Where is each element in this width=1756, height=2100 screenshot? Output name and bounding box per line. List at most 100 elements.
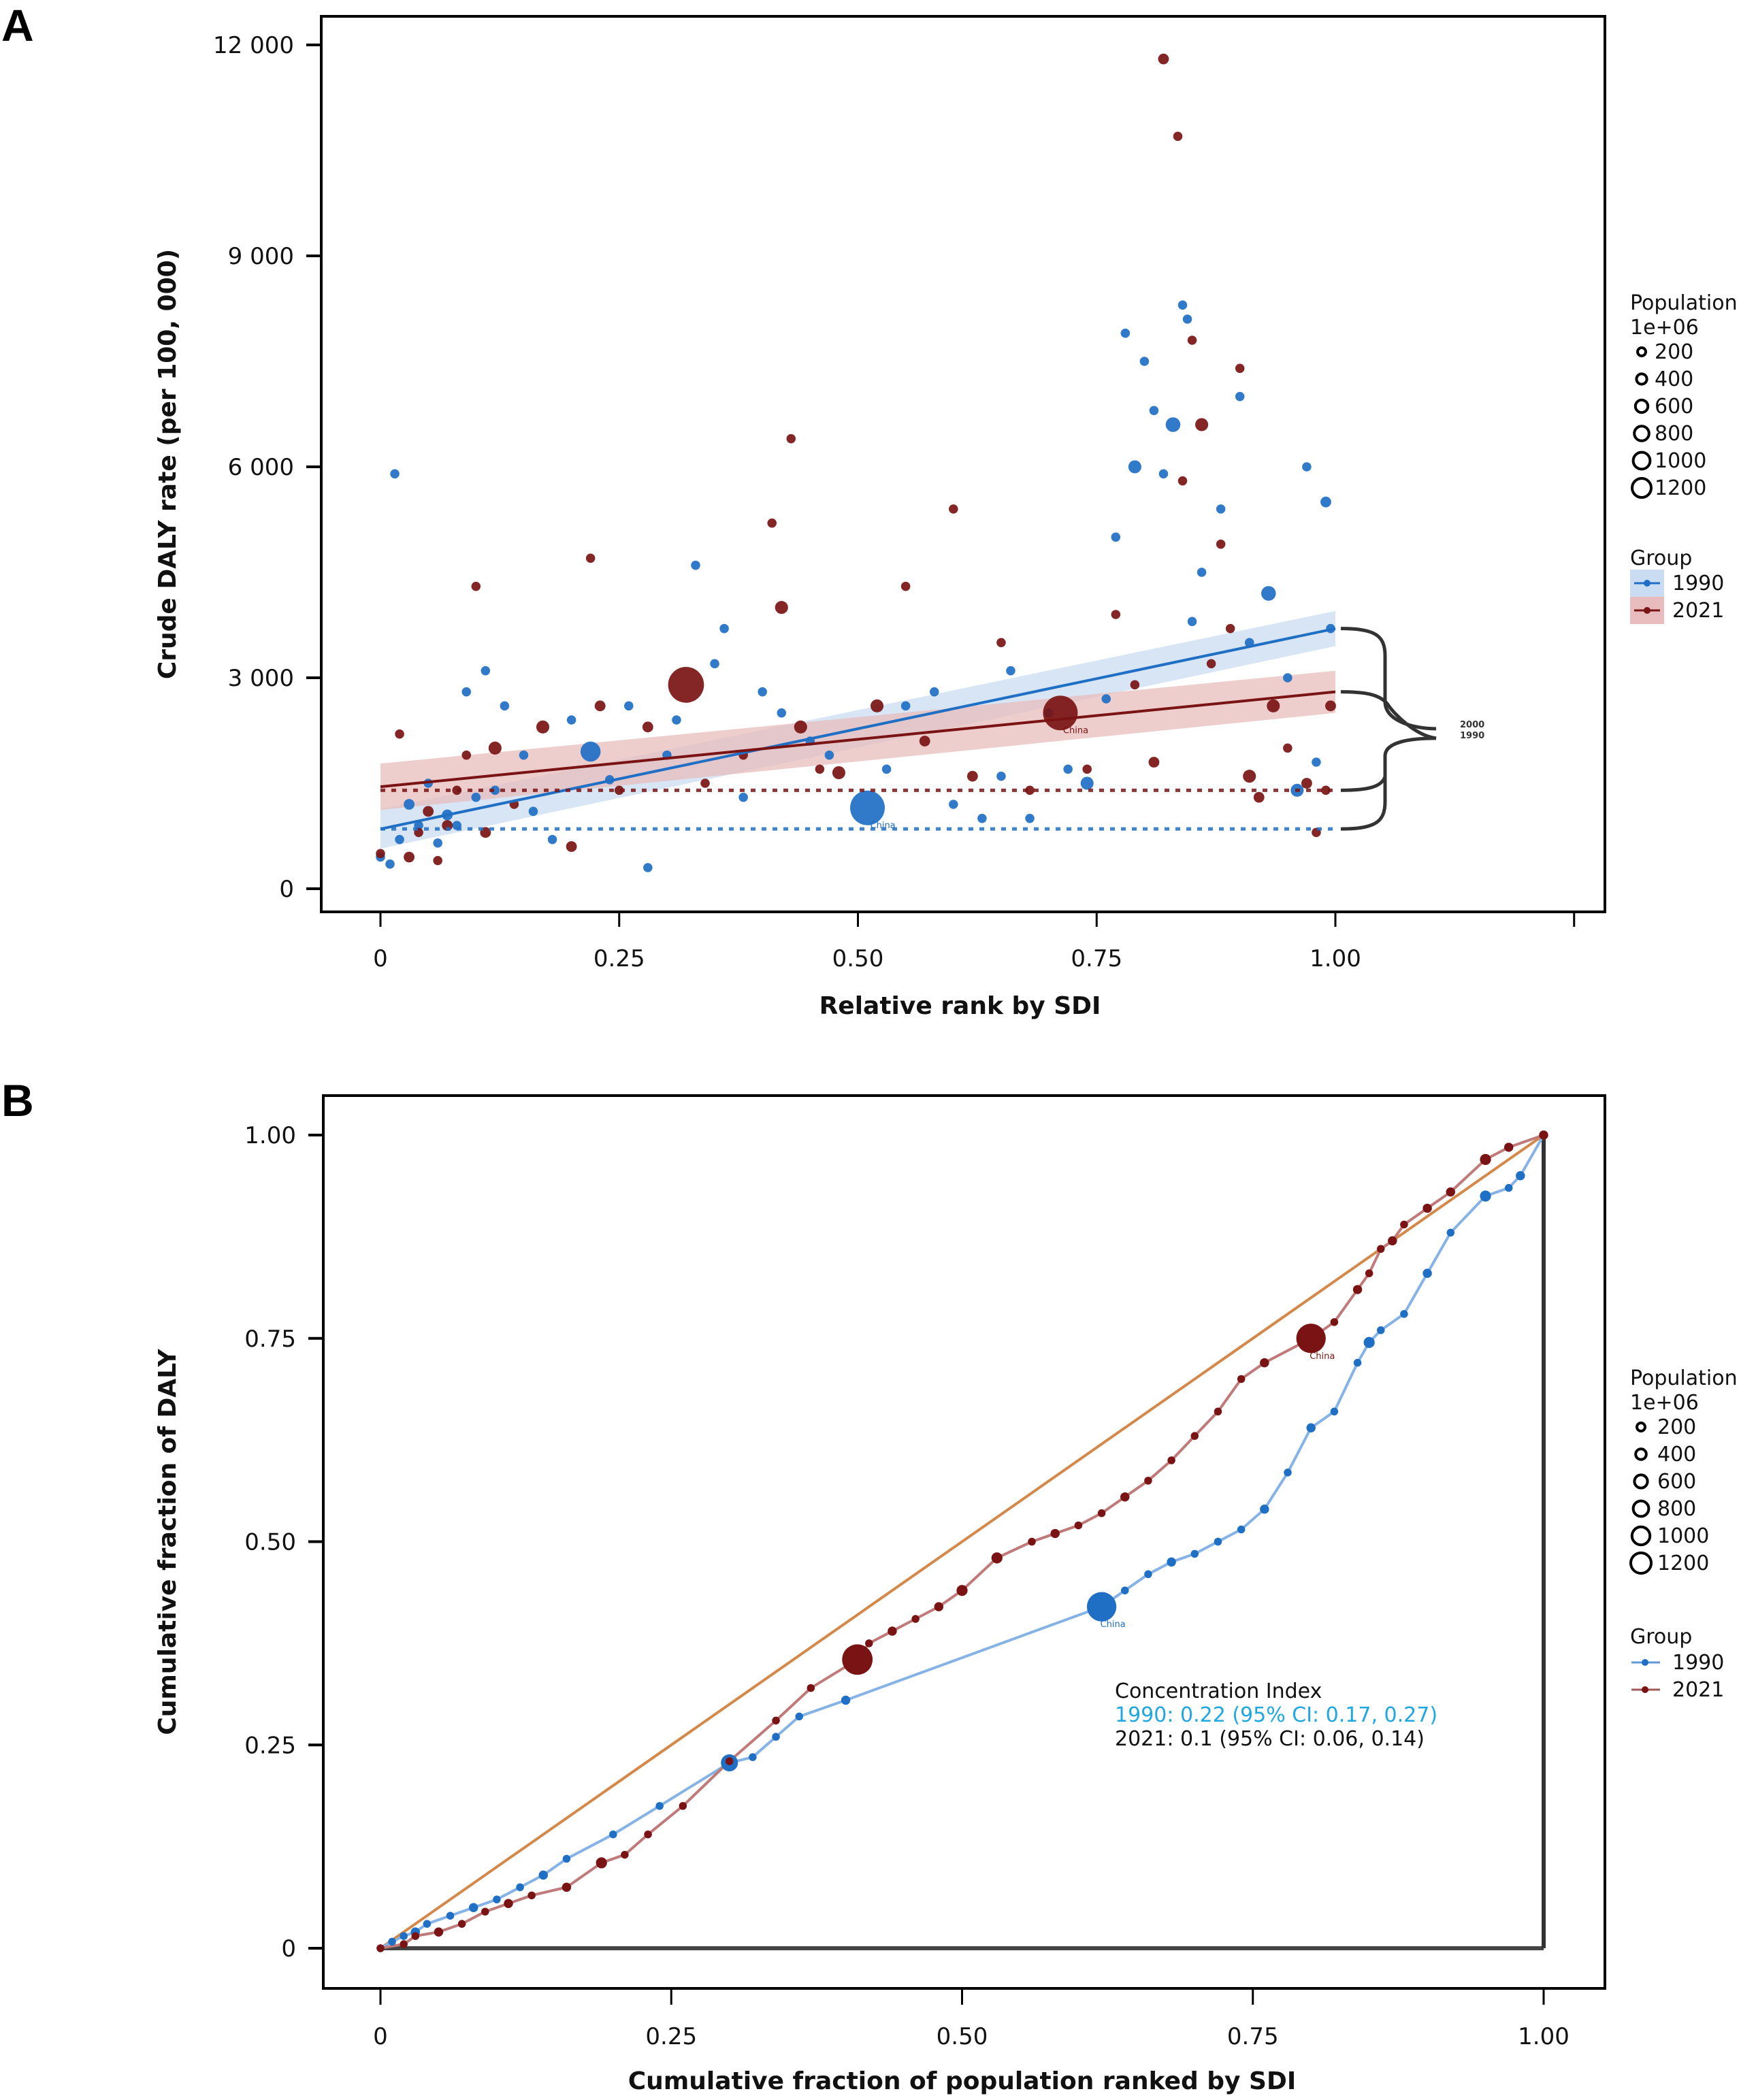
data-point-2021: [1111, 610, 1121, 619]
data-point-2021: [1352, 1285, 1363, 1294]
data-point-2021: [433, 855, 442, 866]
data-point-2021: [1214, 1407, 1222, 1416]
data-point-1990: [996, 771, 1006, 781]
data-point-1990: [949, 800, 958, 809]
data-point-2021: [786, 433, 796, 444]
data-point-2021: [642, 721, 653, 733]
legend-group-label: 1990: [1672, 572, 1724, 595]
data-point-2021: [1074, 1521, 1083, 1530]
data-point-1990: [1216, 504, 1226, 514]
legend-size-title: Population: [1630, 291, 1738, 315]
data-point-1990: [547, 834, 557, 844]
data-point-2021: [888, 1626, 897, 1636]
data-point-1990: [566, 715, 576, 725]
data-point-2021: [1296, 1324, 1326, 1353]
data-point-1990: [1080, 776, 1094, 790]
legend-size-label: 800: [1657, 1497, 1696, 1521]
data-point-1990: [1187, 617, 1197, 627]
data-point-1990: [423, 1920, 432, 1928]
data-point-1990: [1139, 357, 1150, 366]
data-point-1990: [900, 701, 911, 711]
data-point-1990: [1121, 1586, 1129, 1594]
data-point-2021: [614, 785, 624, 795]
data-point-2021: [1195, 418, 1209, 431]
data-point-1990: [710, 659, 719, 669]
data-point-2021: [1120, 1492, 1130, 1502]
data-point-2021: [775, 601, 788, 614]
data-point-1990: [1197, 568, 1207, 577]
data-point-1990: [516, 1883, 524, 1892]
data-point-2021: [1243, 770, 1256, 783]
data-point-2021: [1422, 1203, 1432, 1213]
y-axis-title: Crude DALY rate (per 100, 000): [154, 249, 182, 679]
bracket-label: 2000: [1460, 720, 1484, 730]
regression-line-2021: [380, 690, 1336, 789]
panel-a-letter: A: [1, 0, 34, 50]
data-point-1990: [461, 687, 472, 697]
y-tick-label: 0.25: [244, 1732, 296, 1759]
data-point-1990: [758, 687, 767, 697]
data-point-2021: [1330, 1318, 1339, 1326]
legend-size-subtitle: 1e+06: [1630, 316, 1699, 340]
data-point-2021: [1028, 1537, 1036, 1546]
data-point-2021: [865, 1639, 873, 1647]
data-point-2021: [481, 1907, 489, 1916]
legend-size-label: 1200: [1657, 1552, 1709, 1575]
data-point-1990: [1376, 1326, 1385, 1334]
legend-size-circle-icon: [1634, 1447, 1648, 1461]
legend-size-label: 1000: [1657, 1524, 1709, 1548]
data-point-1990: [1120, 328, 1131, 338]
data-point-1990: [1320, 496, 1331, 508]
data-point-2021: [1376, 1245, 1385, 1253]
legend-size-circle-icon: [1630, 1525, 1652, 1547]
legend-size-label: 1200: [1655, 476, 1706, 500]
bracket-path: [1340, 769, 1387, 831]
legend-size-label: 800: [1655, 422, 1693, 446]
data-point-2021: [1539, 1130, 1548, 1140]
concentration-index-1990: 1990: 0.22 (95% CI: 0.17, 0.27): [1115, 1703, 1437, 1727]
data-point-2021: [679, 1802, 687, 1810]
data-point-2021: [404, 851, 415, 863]
data-point-2021: [504, 1899, 513, 1909]
legend-group-title: Group: [1630, 1625, 1692, 1649]
data-point-1990: [1312, 757, 1321, 767]
data-point-2021: [991, 1552, 1003, 1564]
data-point-1990: [655, 1802, 664, 1810]
data-point-2021: [1097, 1509, 1106, 1517]
data-point-2021: [488, 741, 502, 755]
data-point-2021: [562, 1882, 572, 1892]
data-point-1990: [1086, 1592, 1117, 1622]
data-point-2021: [1206, 659, 1216, 669]
data-point-2021: [815, 764, 825, 774]
data-point-2021: [1321, 785, 1331, 795]
china-label: China: [871, 821, 896, 831]
data-point-1990: [500, 701, 510, 711]
data-point-2021: [411, 1932, 420, 1940]
data-point-2021: [1503, 1143, 1514, 1152]
legend-point-icon: [1644, 580, 1651, 587]
data-point-1990: [1283, 673, 1292, 683]
legend-group-title: Group: [1630, 546, 1692, 570]
data-point-2021: [400, 1940, 408, 1948]
legend-size-circle-icon: [1633, 1473, 1649, 1490]
data-point-1990: [691, 560, 700, 570]
data-point-2021: [1144, 1477, 1152, 1485]
x-axis-title: Cumulative fraction of population ranked…: [628, 2067, 1297, 2095]
y-tick-label: 0.50: [244, 1529, 296, 1556]
data-point-1990: [1214, 1537, 1222, 1546]
data-point-2021: [1190, 1432, 1199, 1440]
data-point-2021: [621, 1850, 629, 1859]
data-point-2021: [725, 1757, 734, 1765]
data-point-2021: [1388, 1236, 1397, 1246]
legend-size-label: 400: [1655, 367, 1693, 391]
data-point-2021: [807, 1684, 815, 1692]
data-point-2021: [1216, 539, 1226, 549]
x-tick-label: 0: [373, 945, 388, 972]
data-point-2021: [911, 1615, 920, 1623]
data-point-1990: [1144, 1570, 1152, 1579]
